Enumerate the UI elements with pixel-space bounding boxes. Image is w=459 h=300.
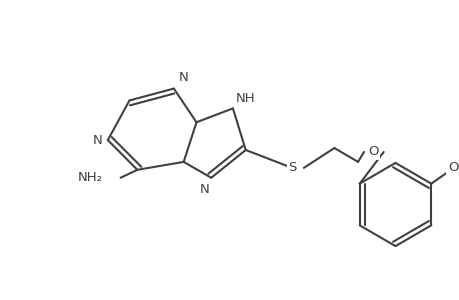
Text: O: O — [368, 146, 378, 158]
Text: S: S — [287, 161, 296, 174]
Text: N: N — [199, 183, 209, 196]
Text: N: N — [179, 70, 188, 84]
Text: NH: NH — [235, 92, 255, 105]
Text: N: N — [93, 134, 103, 147]
Text: O: O — [447, 161, 457, 174]
Text: NH₂: NH₂ — [78, 171, 103, 184]
